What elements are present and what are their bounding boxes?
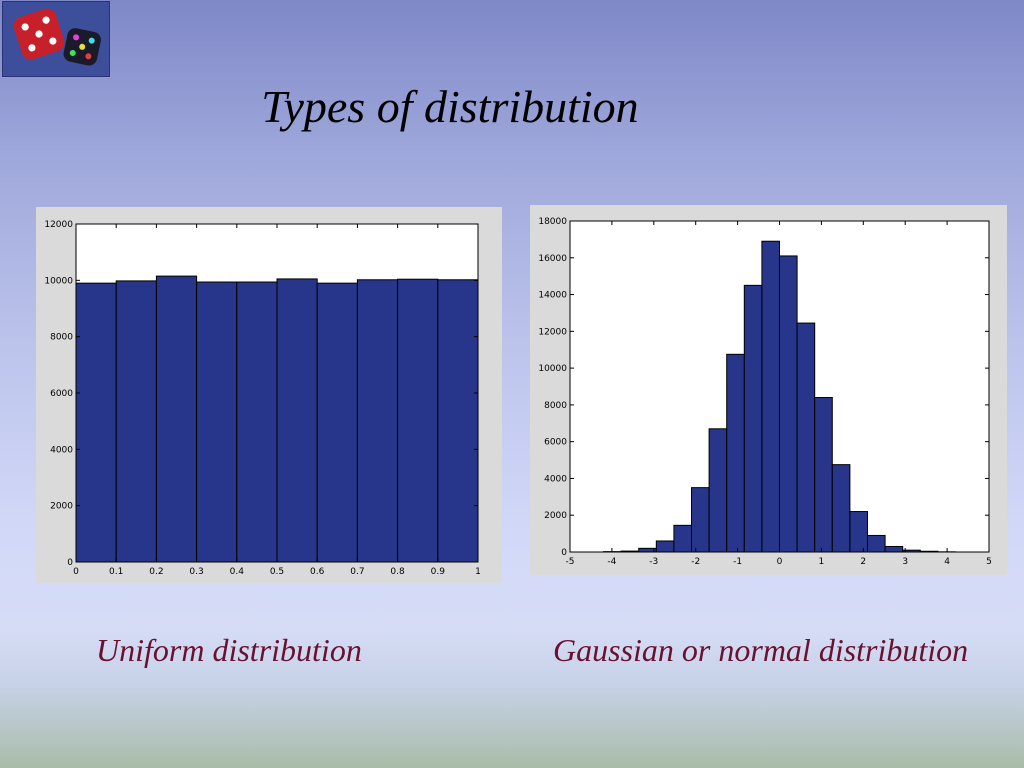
- gaussian-x-tick-label: 3: [902, 557, 908, 567]
- uniform-bar: [115, 280, 157, 563]
- uniform-y-tick-label: 10000: [44, 276, 73, 286]
- gaussian-bar: [673, 524, 693, 553]
- gaussian-y-tick-label: 10000: [538, 364, 567, 374]
- uniform-bar: [316, 282, 358, 563]
- uniform-x-tick-label: 0.7: [350, 567, 364, 577]
- dice-icon: [13, 8, 101, 66]
- gaussian-y-tick-label: 4000: [544, 474, 567, 484]
- gaussian-bar: [761, 240, 780, 553]
- gaussian-y-tick-label: 18000: [538, 217, 567, 227]
- uniform-x-tick-label: 1: [475, 567, 481, 577]
- uniform-x-tick-label: 0.3: [189, 567, 203, 577]
- uniform-bar: [397, 278, 439, 563]
- uniform-x-tick-label: 0.8: [390, 567, 405, 577]
- uniform-bar: [196, 281, 238, 563]
- gaussian-x-tick-label: -3: [649, 557, 658, 567]
- gaussian-bar: [779, 255, 798, 553]
- gaussian-y-tick-label: 6000: [544, 438, 567, 448]
- gaussian-x-tick-label: 5: [986, 557, 992, 567]
- gaussian-bar: [849, 511, 868, 553]
- gaussian-x-tick-label: 0: [777, 557, 783, 567]
- slide-title: Types of distribution: [261, 81, 639, 132]
- uniform-y-tick-label: 0: [67, 558, 73, 568]
- uniform-bar: [276, 278, 318, 563]
- uniform-y-tick-label: 8000: [50, 333, 73, 343]
- uniform-x-tick-label: 0.5: [270, 567, 284, 577]
- gaussian-bar: [691, 487, 710, 553]
- gaussian-x-tick-label: -5: [566, 557, 575, 567]
- gaussian-y-tick-label: 0: [561, 548, 567, 558]
- gaussian-bar: [726, 353, 745, 553]
- gaussian-caption: Gaussian or normal distribution: [553, 632, 969, 668]
- gaussian-bar: [814, 397, 833, 553]
- uniform-x-tick-label: 0.4: [230, 567, 245, 577]
- uniform-histogram-chart: 0 0.1 0.2 0.3 0.4 0.5 0.6 0.7 0.8 0.9 1 0 2000 4000 60…: [44, 220, 481, 577]
- uniform-y-tick-label: 6000: [50, 389, 73, 399]
- gaussian-bar: [708, 428, 728, 553]
- uniform-x-tick-label: 0.6: [310, 567, 325, 577]
- uniform-x-tick-label: 0.9: [431, 567, 446, 577]
- dice-logo: [2, 1, 110, 77]
- gaussian-bar: [866, 534, 886, 553]
- gaussian-y-tick-label: 2000: [544, 511, 567, 521]
- uniform-y-tick-label: 2000: [50, 502, 73, 512]
- gaussian-y-tick-label: 8000: [544, 401, 567, 411]
- gaussian-x-tick-label: 1: [819, 557, 825, 567]
- uniform-x-tick-label: 0.1: [109, 567, 123, 577]
- uniform-bar: [236, 281, 278, 563]
- gaussian-y-tick-label: 16000: [538, 254, 567, 264]
- uniform-histogram-panel: 0 0.1 0.2 0.3 0.4 0.5 0.6 0.7 0.8 0.9 1 0 2000 4000 60…: [36, 207, 502, 583]
- uniform-bar: [356, 279, 399, 563]
- uniform-x-tick-label: 0: [73, 567, 79, 577]
- gaussian-y-tick-label: 14000: [538, 291, 567, 301]
- gaussian-x-tick-label: -1: [733, 557, 742, 567]
- uniform-x-tick-label: 0.2: [149, 567, 163, 577]
- gaussian-bar: [655, 540, 675, 553]
- uniform-caption: Uniform distribution: [96, 632, 362, 668]
- gaussian-bar: [796, 322, 816, 553]
- uniform-bar: [155, 275, 198, 563]
- uniform-y-tick-label: 12000: [44, 220, 73, 230]
- uniform-bar: [75, 282, 117, 563]
- gaussian-histogram-chart: -5 -4 -3 -2 -1 0 1 2 3 4 5 0 2000 4000 6000 8000 10000 12…: [538, 217, 992, 567]
- gaussian-x-tick-label: 2: [860, 557, 866, 567]
- gaussian-bar: [831, 464, 851, 553]
- gaussian-histogram-panel: -5 -4 -3 -2 -1 0 1 2 3 4 5 0 2000 4000 6000 8000 10000 12…: [530, 205, 1007, 575]
- uniform-bar: [437, 279, 479, 563]
- gaussian-bar: [743, 284, 763, 553]
- gaussian-y-tick-label: 12000: [538, 327, 567, 337]
- gaussian-x-tick-label: -4: [607, 557, 616, 567]
- gaussian-bar: [884, 545, 904, 553]
- gaussian-x-tick-label: -2: [691, 557, 700, 567]
- gaussian-x-tick-label: 4: [944, 557, 950, 567]
- uniform-y-tick-label: 4000: [50, 445, 73, 455]
